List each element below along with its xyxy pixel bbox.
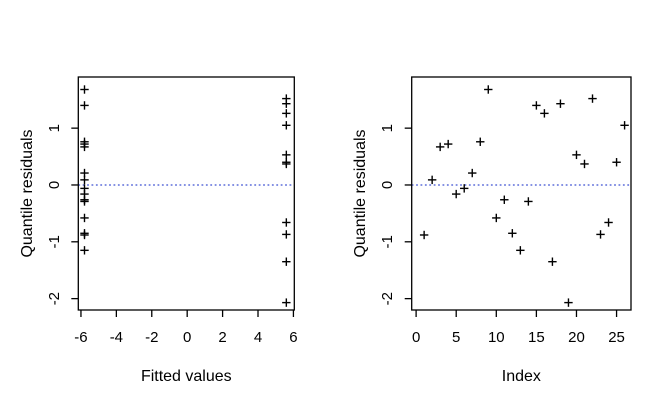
data-point-plus-marker [460,184,469,193]
x-tick-label: 4 [254,329,262,346]
plot-panel-2: 0 5 10 15 20 25 -2 -1 0 1 Index Quantile residuals [352,76,632,385]
data-point-plus-marker [80,197,89,206]
data-point-plus-marker [282,158,291,167]
data-point-plus-marker [580,159,589,169]
x-tick-label: 0 [412,329,420,346]
x-tick-label: 0 [183,329,191,346]
x-tick-label: -4 [110,329,123,346]
data-point-plus-marker [452,189,461,199]
x-tick-label: 25 [608,329,625,346]
data-point-plus-marker [282,230,291,239]
data-point-plus-marker [524,197,533,206]
x-tick-label: 5 [452,329,460,346]
data-point-plus-marker [532,101,541,110]
y-tick-label: 0 [46,181,63,189]
data-point-plus-marker [476,137,485,146]
data-point-plus-marker [427,175,437,185]
data-point-plus-marker [492,213,501,223]
data-point-plus-marker [596,230,605,239]
data-point-plus-marker [80,137,89,146]
plot-box [411,76,632,311]
data-point-plus-marker [282,94,291,103]
x-axis-title: Index [502,368,541,385]
y-tick-label: -2 [379,292,396,305]
data-point-plus-marker [282,257,291,266]
y-tick-label: -2 [46,292,63,305]
data-point-plus-marker [282,121,291,130]
data-point-plus-marker [588,94,597,103]
x-tick-label: -2 [145,329,158,346]
data-point-plus-marker [80,85,89,94]
y-tick-label: 1 [46,124,63,132]
x-axis-title: Fitted values [141,368,232,385]
y-axis-title: Quantile residuals [352,129,369,257]
data-point-plus-marker [80,229,89,238]
x-tick-label: 20 [568,329,585,346]
data-point-plus-marker [282,218,291,227]
data-point-plus-marker [282,298,291,307]
data-point-plus-marker [612,158,621,167]
data-point-plus-marker [80,168,89,178]
data-point-plus-marker [604,218,613,227]
y-tick-label: 1 [379,124,396,132]
data-point-plus-marker [282,109,291,118]
data-point-plus-marker [540,109,549,118]
x-tick-label: 15 [528,329,545,346]
data-point-plus-marker [548,257,557,266]
x-tick-label: 6 [289,329,297,346]
data-point-plus-marker [435,142,445,152]
data-point-plus-marker [564,298,573,307]
data-point-plus-marker [572,150,581,160]
data-point-plus-marker [80,184,89,193]
data-point-plus-marker [282,150,291,160]
plot-panel-1: -6 -4 -2 0 2 4 6 -2 -1 0 1 Fitted values Quantile re… [19,76,298,385]
plot-box [77,76,295,311]
x-tick-label: -6 [74,329,87,346]
x-tick-label: 2 [218,329,226,346]
data-point-plus-marker [620,121,629,130]
data-point-plus-marker [500,195,509,204]
data-point-plus-marker [484,85,493,94]
data-point-plus-marker [508,229,517,238]
y-tick-label: -1 [379,235,396,248]
data-point-plus-marker [80,101,89,110]
data-point-plus-marker [80,213,89,223]
data-point-plus-marker [80,246,89,255]
y-tick-label: -1 [46,235,63,248]
x-tick-label: 10 [488,329,505,346]
data-point-plus-marker [419,230,429,240]
y-axis-title: Quantile residuals [19,129,36,257]
y-tick-label: 0 [379,181,396,189]
data-point-plus-marker [443,139,453,149]
data-point-plus-marker [556,99,565,108]
data-point-plus-marker [516,246,525,255]
data-point-plus-marker [468,168,477,178]
